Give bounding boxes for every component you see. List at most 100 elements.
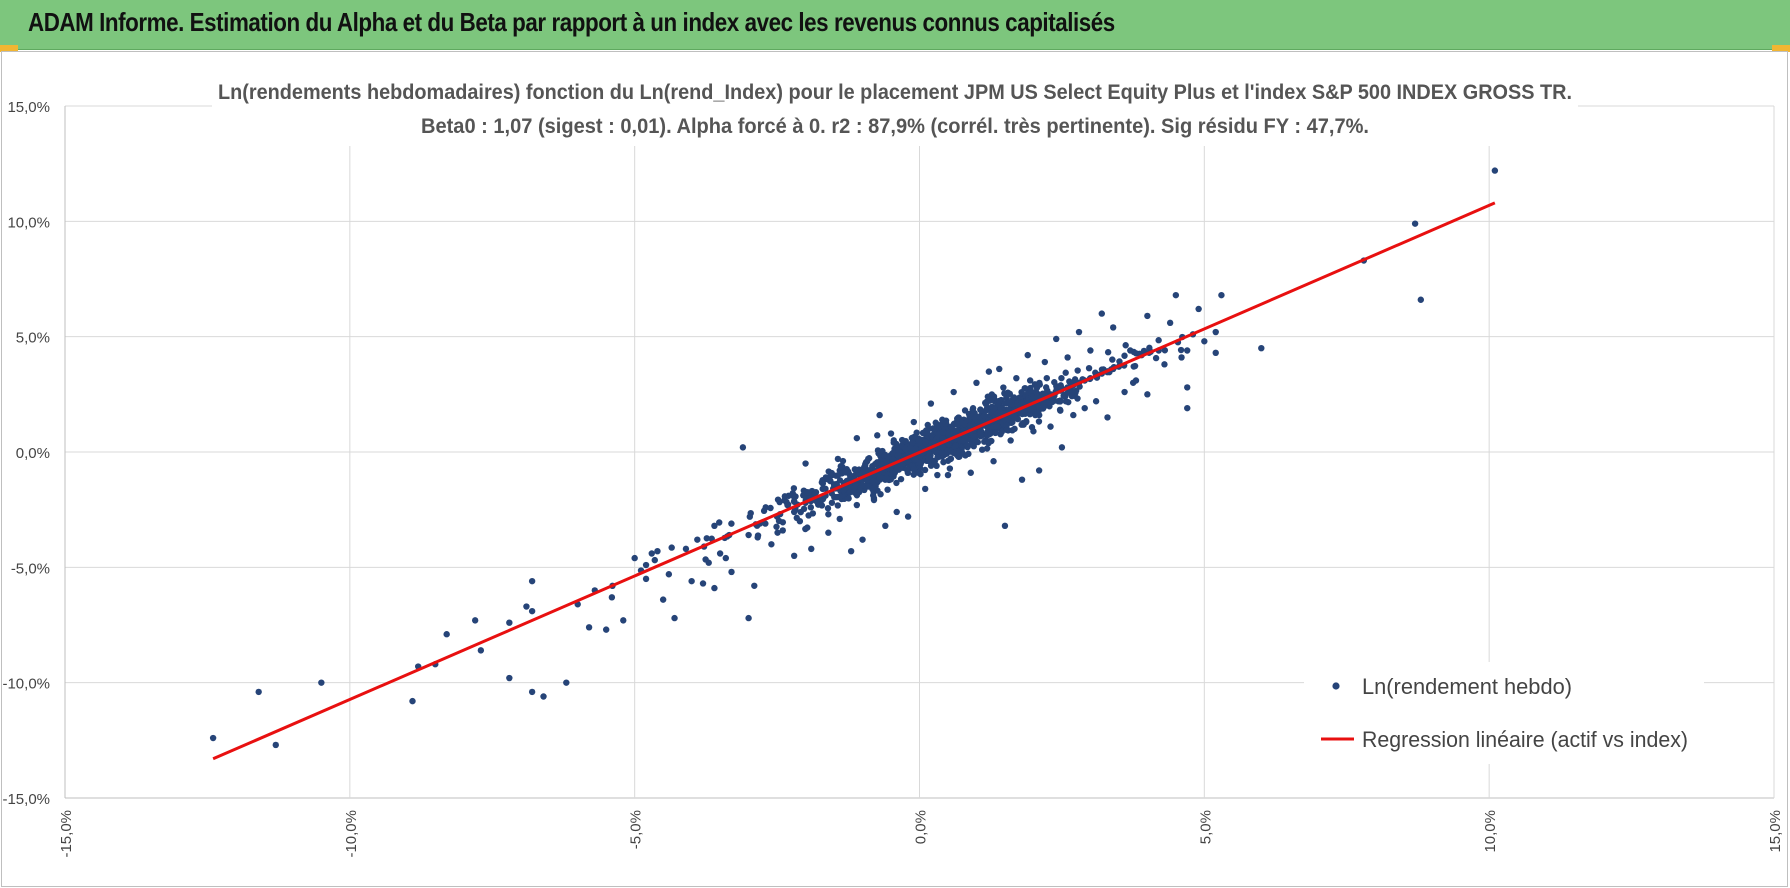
data-point: [779, 527, 786, 534]
data-point: [977, 406, 984, 414]
data-point: [912, 445, 919, 453]
data-point: [813, 497, 820, 505]
data-point: [985, 368, 993, 375]
data-point: [966, 422, 974, 429]
data-point: [950, 449, 958, 457]
data-point: [1081, 404, 1088, 412]
chart-area: [1, 51, 1788, 887]
data-point: [1152, 354, 1160, 362]
data-point: [1212, 349, 1219, 357]
data-point: [1047, 423, 1054, 430]
x-tick-label: 0,0%: [913, 810, 930, 844]
data-point: [585, 624, 593, 631]
data-point: [825, 529, 832, 536]
data-point: [877, 491, 884, 498]
data-point: [1039, 390, 1046, 397]
data-point: [648, 550, 655, 557]
data-point: [1161, 347, 1169, 354]
data-point: [940, 458, 947, 466]
report-title: ADAM Informe. Estimation du Alpha et du …: [28, 7, 1115, 37]
data-point: [967, 469, 974, 476]
data-point: [702, 556, 709, 563]
data-point: [891, 469, 899, 476]
data-point: [925, 453, 932, 461]
data-point: [978, 446, 986, 453]
data-point: [784, 501, 791, 508]
data-point: [1057, 407, 1064, 414]
data-point: [952, 442, 959, 449]
x-tick-label: 5,0%: [1197, 810, 1214, 844]
data-point: [954, 421, 962, 428]
data-point: [1006, 399, 1013, 406]
y-tick-label: -10,0%: [2, 676, 50, 693]
data-point: [620, 617, 627, 624]
data-point: [922, 438, 929, 446]
data-point: [477, 647, 485, 654]
legend: Ln(rendement hebdo) Regression linéaire …: [1304, 662, 1704, 764]
data-point: [1074, 395, 1081, 402]
title-background: [212, 72, 1578, 146]
data-point: [255, 688, 262, 696]
data-point: [947, 455, 955, 462]
data-point: [961, 420, 968, 428]
data-point: [881, 451, 889, 459]
data-point: [1022, 385, 1029, 392]
data-point: [824, 505, 832, 512]
data-point: [1058, 374, 1065, 382]
y-tick-label: -15,0%: [2, 791, 50, 808]
data-point: [1140, 347, 1148, 355]
data-point: [939, 444, 946, 451]
data-point: [927, 400, 935, 407]
data-point: [831, 493, 838, 501]
data-point: [797, 508, 804, 516]
data-point: [1417, 296, 1425, 303]
data-point: [1003, 422, 1010, 429]
data-point: [971, 433, 979, 440]
data-point: [774, 496, 782, 503]
data-point: [1001, 522, 1009, 530]
data-point: [563, 679, 570, 686]
left-corner-accent: [0, 45, 18, 52]
data-point: [850, 488, 857, 495]
data-point: [853, 434, 861, 442]
data-point: [836, 515, 843, 523]
data-point: [793, 514, 800, 522]
data-point: [827, 477, 834, 485]
data-point: [528, 607, 536, 615]
data-point: [982, 407, 989, 414]
y-tick-label: 5,0%: [16, 330, 50, 347]
data-point: [944, 471, 952, 479]
data-point: [1129, 379, 1137, 386]
data-point: [996, 365, 1003, 373]
data-point: [963, 441, 971, 449]
data-point: [1146, 344, 1153, 352]
data-point: [950, 388, 957, 396]
data-point: [409, 697, 416, 705]
data-point: [318, 679, 325, 686]
data-point: [990, 405, 998, 412]
data-point: [631, 554, 638, 562]
data-point: [1026, 377, 1034, 384]
x-tick-label: 15,0%: [1767, 810, 1784, 853]
data-point: [847, 547, 855, 555]
data-point: [1068, 392, 1076, 400]
data-point: [1155, 337, 1162, 344]
data-point: [859, 536, 866, 543]
data-point: [859, 481, 866, 489]
data-point: [921, 485, 929, 493]
data-point: [1144, 312, 1151, 320]
y-tick-label: 15,0%: [7, 99, 50, 116]
data-point: [602, 626, 610, 633]
chart-title-line-1: Ln(rendements hebdomadaires) fonction du…: [218, 81, 1572, 104]
data-point: [1032, 411, 1039, 419]
data-point: [970, 443, 977, 450]
data-point: [805, 489, 812, 496]
data-point: [904, 513, 912, 520]
data-point: [1035, 467, 1043, 474]
x-axis-ticks: -15,0% -10,0% -5,0% 0,0% 5,0% 10,0% 15,0%: [58, 810, 1784, 858]
data-point: [703, 535, 710, 542]
data-point: [671, 614, 678, 622]
data-point: [869, 477, 877, 485]
data-point: [1218, 291, 1225, 299]
